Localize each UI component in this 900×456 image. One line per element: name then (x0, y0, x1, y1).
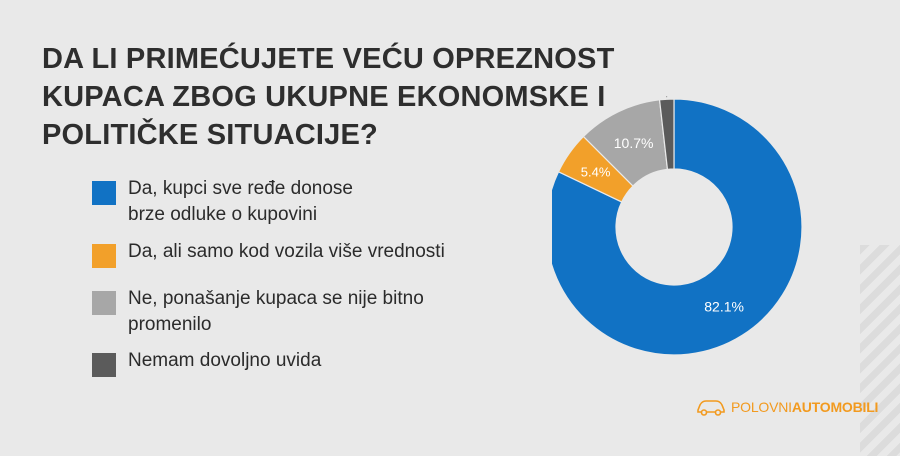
legend-label-4: Nemam dovoljno uvida (128, 348, 518, 374)
title-line-2: KUPACA ZBOG UKUPNE EKONOMSKE I (42, 81, 606, 113)
legend-item-3: Ne, ponašanje kupaca se nije bitno prome… (92, 286, 518, 338)
brand-logo: POLOVNI AUTOMOBILI (696, 398, 878, 416)
legend-swatch-4 (92, 353, 116, 377)
legend-label-4-line-1: Nemam dovoljno uvida (128, 350, 322, 371)
legend-label-1-line-1: Da, kupci sve ređe donose (128, 178, 353, 199)
car-icon (697, 400, 725, 416)
legend-swatch-1 (92, 181, 116, 205)
legend-label-3: Ne, ponašanje kupaca se nije bitno prome… (128, 286, 518, 338)
logo-text-part2: AUTOMOBILI (791, 399, 879, 415)
legend-item-1: Da, kupci sve ređe donose brze odluke o … (92, 176, 518, 228)
title-line-1: DA LI PRIMEĆUJETE VEĆU OPREZNOST (42, 43, 615, 75)
legend-label-3-line-1: Ne, ponašanje kupaca se nije bitno (128, 288, 424, 309)
donut-chart-svg: 82.1%5.4%10.7%1.8% (545, 70, 803, 356)
legend-swatch-2 (92, 244, 116, 268)
legend-label-1: Da, kupci sve ređe donose brze odluke o … (128, 176, 518, 228)
decorative-stripes (860, 245, 900, 456)
legend-label-3-line-2: promenilo (128, 314, 212, 335)
legend-item-4: Nemam dovoljno uvida (92, 348, 518, 377)
legend-label-2-line-1: Da, ali samo kod vozila više vrednosti (128, 241, 445, 262)
leader-line-4 (618, 86, 668, 98)
legend-label-2: Da, ali samo kod vozila više vrednosti (128, 239, 518, 265)
data-label-2: 5.4% (581, 165, 611, 180)
legend-label-1-line-2: brze odluke o kupovini (128, 204, 318, 225)
title-line-3: POLITIČKE SITUACIJE? (42, 119, 378, 151)
chart-title: DA LI PRIMEĆUJETE VEĆU OPREZNOST KUPACA … (42, 40, 622, 154)
data-label-3: 10.7% (614, 135, 654, 151)
logo-text-part1: POLOVNI (731, 399, 792, 415)
legend-item-2: Da, ali samo kod vozila više vrednosti (92, 239, 518, 268)
slice-nemam-uvida (658, 98, 675, 171)
donut-chart: 82.1%5.4%10.7%1.8% (545, 70, 812, 386)
data-label-1: 82.1% (704, 299, 744, 315)
legend-swatch-3 (92, 291, 116, 315)
